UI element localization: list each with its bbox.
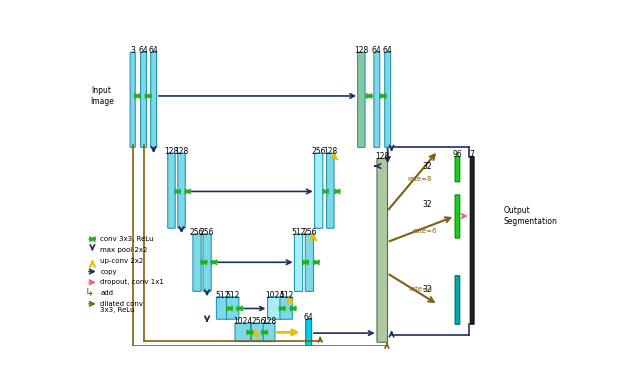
FancyBboxPatch shape: [455, 156, 460, 182]
Text: 32: 32: [422, 285, 432, 294]
Text: 256: 256: [302, 228, 317, 237]
Text: add: add: [100, 290, 113, 296]
Text: 128: 128: [262, 317, 276, 326]
Text: rate=8: rate=8: [407, 176, 432, 182]
Text: 32: 32: [422, 161, 432, 170]
FancyBboxPatch shape: [263, 323, 275, 342]
Text: 7: 7: [470, 150, 475, 159]
Text: rate=6: rate=6: [413, 228, 437, 235]
Text: ↳: ↳: [84, 288, 94, 298]
Text: 256: 256: [312, 147, 326, 156]
FancyBboxPatch shape: [216, 297, 229, 319]
Text: 256: 256: [200, 228, 214, 237]
Text: 1024: 1024: [266, 291, 285, 300]
Text: 128: 128: [164, 147, 179, 156]
Text: copy: copy: [100, 268, 116, 275]
FancyBboxPatch shape: [168, 153, 175, 228]
FancyBboxPatch shape: [305, 234, 314, 291]
Text: 512: 512: [279, 291, 293, 300]
FancyBboxPatch shape: [141, 52, 147, 147]
Text: 128: 128: [354, 46, 369, 55]
Text: 128: 128: [174, 147, 189, 156]
FancyBboxPatch shape: [193, 234, 201, 291]
Text: 512: 512: [216, 291, 230, 300]
Text: 256: 256: [251, 317, 266, 326]
FancyBboxPatch shape: [252, 323, 265, 342]
Text: 32: 32: [422, 200, 432, 209]
Text: up-conv 2x2: up-conv 2x2: [100, 258, 143, 264]
Text: 64: 64: [148, 46, 159, 55]
FancyBboxPatch shape: [358, 52, 365, 147]
Text: conv 3x3, ReLu: conv 3x3, ReLu: [100, 236, 154, 242]
FancyBboxPatch shape: [268, 297, 283, 319]
FancyBboxPatch shape: [470, 156, 474, 324]
Text: Input
Image: Input Image: [90, 86, 114, 106]
Text: 64: 64: [304, 313, 314, 322]
Text: Output
Segmentation: Output Segmentation: [503, 207, 557, 226]
FancyBboxPatch shape: [306, 319, 312, 347]
Text: 3: 3: [131, 46, 135, 55]
Text: max pool 2x2: max pool 2x2: [100, 247, 148, 253]
FancyBboxPatch shape: [235, 323, 250, 342]
Text: dropout, conv 1x1: dropout, conv 1x1: [100, 279, 164, 285]
FancyBboxPatch shape: [280, 297, 292, 319]
FancyBboxPatch shape: [374, 52, 380, 147]
FancyBboxPatch shape: [178, 153, 185, 228]
Text: rate=4: rate=4: [409, 286, 433, 292]
FancyBboxPatch shape: [150, 52, 157, 147]
Text: 3x3, ReLu: 3x3, ReLu: [100, 307, 134, 313]
FancyBboxPatch shape: [385, 52, 390, 147]
Text: 64: 64: [383, 46, 392, 55]
Text: 1024: 1024: [233, 317, 252, 326]
Text: 128: 128: [375, 152, 389, 161]
FancyBboxPatch shape: [315, 153, 323, 228]
Text: 64: 64: [372, 46, 381, 55]
FancyBboxPatch shape: [326, 153, 334, 228]
FancyBboxPatch shape: [227, 297, 239, 319]
FancyBboxPatch shape: [203, 234, 211, 291]
FancyBboxPatch shape: [294, 234, 303, 291]
Text: 512: 512: [225, 291, 240, 300]
Text: 512: 512: [291, 228, 306, 237]
Text: 256: 256: [190, 228, 204, 237]
Text: 64: 64: [139, 46, 148, 55]
Text: dilated conv: dilated conv: [100, 301, 143, 307]
Text: 128: 128: [323, 147, 337, 156]
Text: 96: 96: [452, 150, 462, 159]
FancyBboxPatch shape: [130, 52, 135, 147]
FancyBboxPatch shape: [455, 195, 460, 238]
FancyBboxPatch shape: [455, 276, 460, 324]
FancyBboxPatch shape: [377, 158, 388, 342]
